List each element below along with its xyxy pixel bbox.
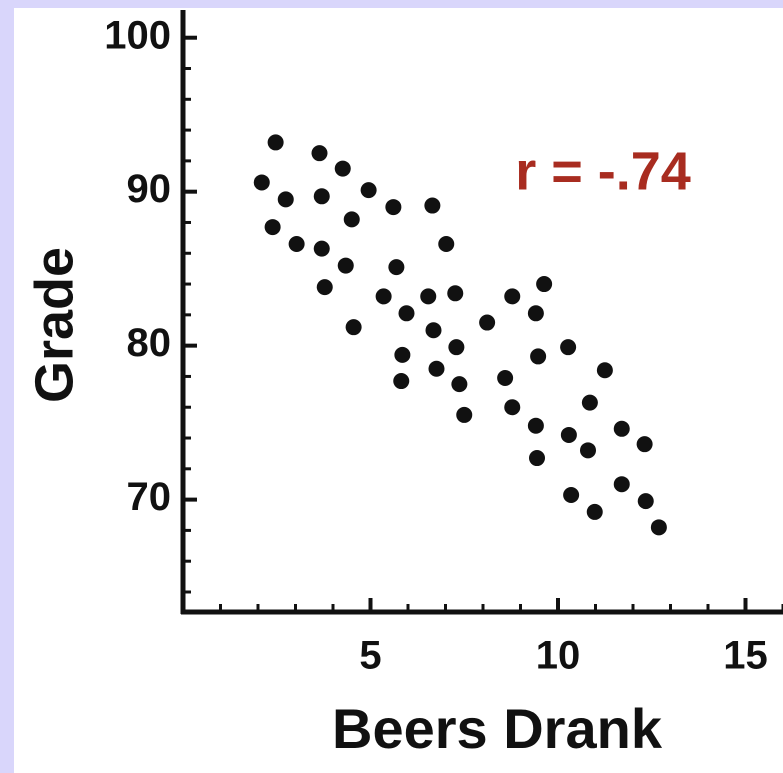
point xyxy=(394,346,411,363)
point xyxy=(264,219,281,236)
point xyxy=(343,211,360,228)
point xyxy=(425,322,442,339)
point xyxy=(337,257,354,274)
point xyxy=(398,305,415,322)
point xyxy=(267,134,284,151)
point xyxy=(613,476,630,493)
point xyxy=(527,305,544,322)
point xyxy=(360,182,377,199)
point xyxy=(530,348,547,365)
point xyxy=(288,236,305,253)
point xyxy=(277,191,294,208)
x-tick-label: 15 xyxy=(723,634,768,678)
point xyxy=(560,426,577,443)
point xyxy=(345,319,362,336)
point xyxy=(637,493,654,510)
point xyxy=(420,288,437,305)
point xyxy=(504,288,521,305)
point xyxy=(497,369,514,386)
point xyxy=(456,406,473,423)
point xyxy=(527,417,544,434)
point xyxy=(529,450,545,467)
point xyxy=(563,486,580,503)
x-axis-label: Beers Drank xyxy=(332,697,663,760)
point xyxy=(334,160,351,177)
point xyxy=(393,373,410,390)
point xyxy=(253,174,270,191)
point xyxy=(424,197,441,214)
point xyxy=(438,236,455,253)
point xyxy=(504,399,521,416)
plot-background xyxy=(14,8,783,773)
y-tick-label: 90 xyxy=(127,167,172,211)
x-tick-label: 5 xyxy=(359,634,381,678)
annotation: r = -.74 xyxy=(515,141,691,201)
point xyxy=(316,279,333,296)
point xyxy=(650,519,667,536)
point xyxy=(560,339,577,356)
point xyxy=(451,376,468,393)
point xyxy=(581,394,598,411)
x-tick-label: 10 xyxy=(536,634,581,678)
point xyxy=(448,339,465,356)
point xyxy=(313,240,330,257)
point xyxy=(428,360,445,377)
y-tick-label: 80 xyxy=(127,321,172,365)
y-tick-label: 70 xyxy=(127,475,172,519)
point xyxy=(586,503,603,520)
point xyxy=(636,436,653,453)
point xyxy=(536,276,553,293)
point xyxy=(311,145,328,162)
point xyxy=(313,188,330,205)
point xyxy=(479,314,496,331)
point xyxy=(596,362,613,379)
point xyxy=(580,442,596,459)
point xyxy=(385,199,402,216)
y-tick-label: 100 xyxy=(104,13,171,57)
point xyxy=(388,259,405,276)
y-axis-label: Grade xyxy=(24,247,84,403)
point xyxy=(447,285,464,302)
point xyxy=(375,288,392,305)
point xyxy=(613,420,630,437)
